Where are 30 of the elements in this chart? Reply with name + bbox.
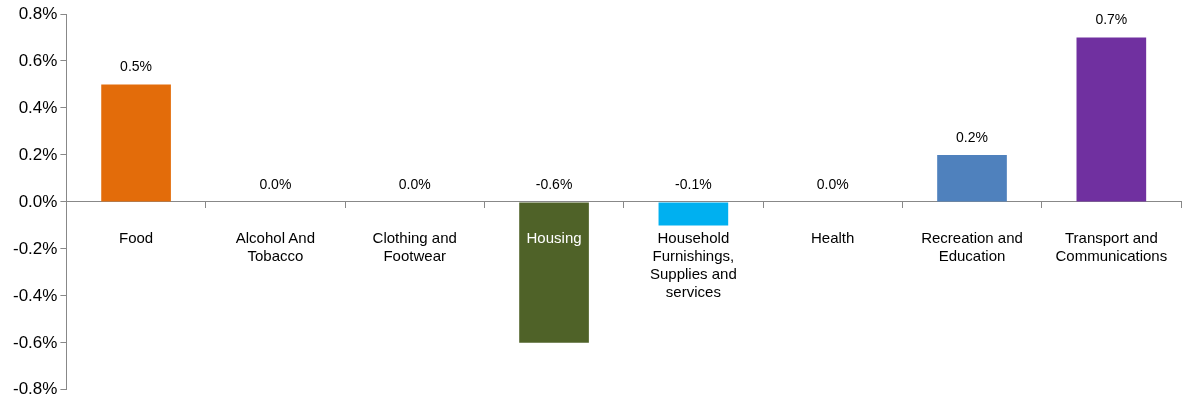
data-label: 0.7% bbox=[1095, 11, 1128, 28]
data-label: 0.5% bbox=[120, 58, 153, 75]
y-tick-label: -0.4% bbox=[12, 285, 58, 305]
y-tick-label: 0.4% bbox=[18, 97, 58, 117]
bar bbox=[519, 202, 589, 343]
x-tick-label: Food bbox=[118, 229, 154, 247]
x-tick-label: Transport and Communications bbox=[1055, 229, 1168, 265]
x-tick-label: Housing bbox=[526, 229, 582, 247]
y-tick-label: 0.0% bbox=[18, 191, 58, 211]
data-label: 0.0% bbox=[816, 175, 849, 192]
x-tick-label: Health bbox=[811, 229, 855, 247]
bar bbox=[658, 202, 729, 226]
bar bbox=[101, 84, 171, 202]
bar bbox=[1076, 37, 1147, 202]
y-tick-label: -0.6% bbox=[12, 332, 58, 352]
y-tick-label: 0.8% bbox=[18, 3, 58, 23]
data-label: 0.2% bbox=[956, 128, 988, 145]
data-label: 0.0% bbox=[259, 175, 292, 192]
x-tick-label: Recreation and Education bbox=[921, 229, 1023, 265]
y-tick-label: 0.6% bbox=[18, 50, 58, 70]
x-tick-label: Clothing and Footwear bbox=[372, 229, 457, 265]
y-tick-label: -0.8% bbox=[12, 379, 58, 399]
x-tick-label: Alcohol And Tobacco bbox=[235, 229, 316, 265]
bar bbox=[937, 154, 1007, 202]
data-label: 0.0% bbox=[398, 175, 431, 192]
data-label: -0.6% bbox=[535, 175, 573, 192]
y-tick-label: -0.2% bbox=[12, 238, 58, 258]
y-tick-label: 0.2% bbox=[18, 144, 58, 164]
x-tick-label: Household Furnishings, Supplies and services bbox=[650, 229, 737, 301]
data-label: -0.1% bbox=[675, 175, 712, 192]
